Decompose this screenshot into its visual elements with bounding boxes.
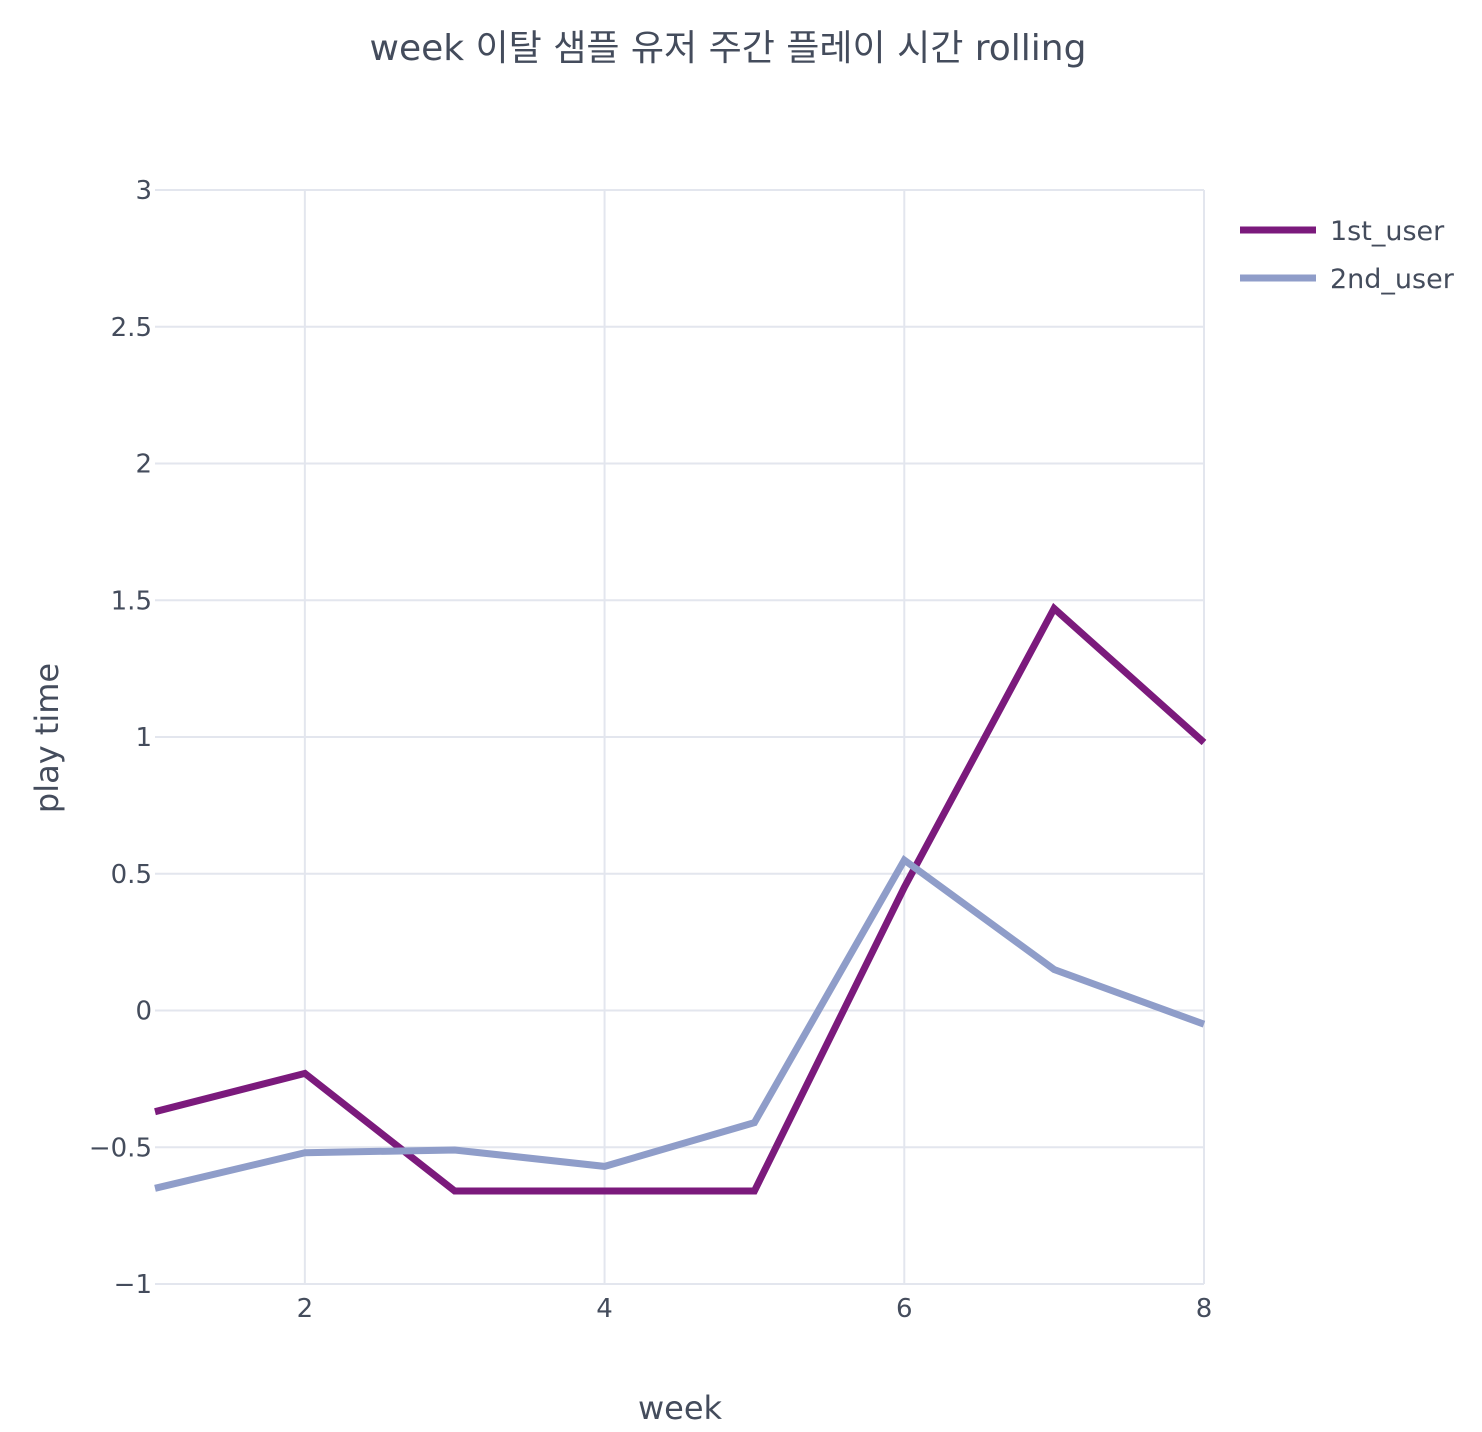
series-layer bbox=[155, 609, 1204, 1192]
x-axis-label: week bbox=[638, 1389, 723, 1427]
chart-title: week 이탈 샘플 유저 주간 플레이 시간 rolling bbox=[370, 28, 1087, 69]
y-tick-label: 1 bbox=[135, 723, 152, 753]
y-tick-label: 3 bbox=[135, 176, 152, 206]
x-tick-label: 2 bbox=[297, 1294, 314, 1324]
x-tick-label: 4 bbox=[596, 1294, 613, 1324]
y-tick-label: 1.5 bbox=[111, 586, 152, 616]
grid-layer bbox=[155, 190, 1204, 1284]
y-tick-label: −0.5 bbox=[89, 1133, 152, 1163]
legend-label: 1st_user bbox=[1330, 216, 1445, 247]
y-tick-label: 0 bbox=[135, 997, 152, 1027]
y-axis-label: play time bbox=[28, 663, 66, 813]
y-tick-label: 2.5 bbox=[111, 313, 152, 343]
x-tick-label: 6 bbox=[896, 1294, 913, 1324]
legend-item-2nd-user[interactable]: 2nd_user bbox=[1240, 264, 1455, 295]
series-line-1st-user bbox=[155, 609, 1204, 1192]
legend[interactable]: 1st_user 2nd_user bbox=[1240, 216, 1455, 295]
y-tick-label: 0.5 bbox=[111, 860, 152, 890]
y-tick-label: −1 bbox=[114, 1270, 152, 1300]
legend-label: 2nd_user bbox=[1330, 264, 1455, 295]
y-tick-label: 2 bbox=[135, 450, 152, 480]
legend-item-1st-user[interactable]: 1st_user bbox=[1240, 216, 1445, 247]
series-line-2nd-user bbox=[155, 860, 1204, 1188]
x-tick-label: 8 bbox=[1196, 1294, 1213, 1324]
